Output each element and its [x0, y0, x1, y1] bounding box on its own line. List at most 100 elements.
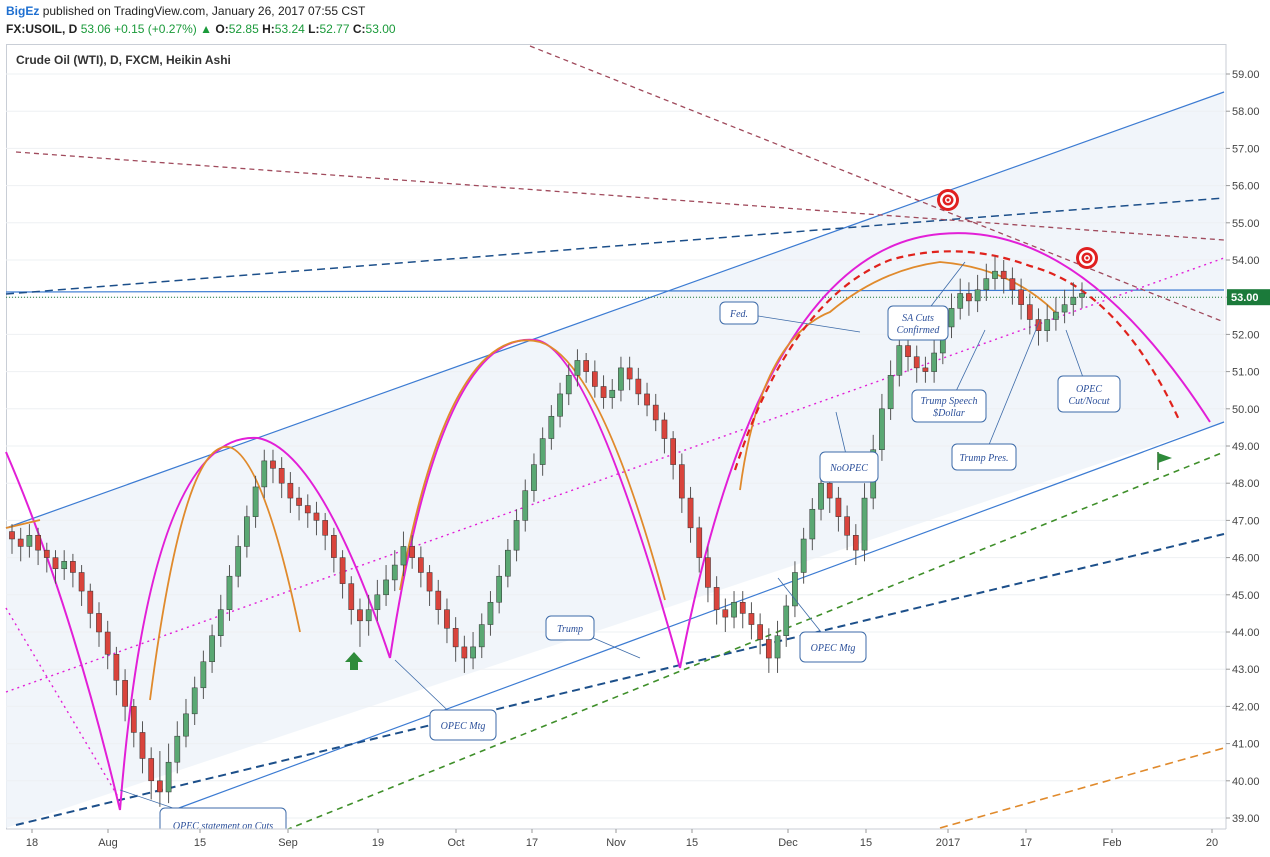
flag-icon [1157, 452, 1172, 470]
orange-lower-line [939, 747, 1225, 829]
candle-body [722, 609, 729, 618]
candle-body [122, 680, 128, 707]
candle-body [130, 706, 137, 733]
change-value: +0.15 (+0.27%) [114, 22, 197, 36]
magenta-arc-1 [5, 451, 121, 811]
candle-body [557, 393, 563, 417]
candle-body [487, 601, 494, 625]
last-price: 53.06 [80, 22, 111, 36]
magenta-steep-line [5, 607, 121, 801]
note-opec-cut-box [1057, 375, 1121, 413]
high-label: H: [262, 22, 275, 36]
candle-body [183, 713, 189, 737]
candle-body [652, 404, 659, 421]
candle-body [304, 505, 311, 514]
candle-body [235, 546, 242, 577]
candle-body [635, 378, 642, 395]
low-value: 52.77 [319, 22, 350, 36]
candle-body [470, 646, 476, 659]
candle-body [800, 538, 807, 573]
y-tick-label: 57.00 [1232, 143, 1260, 155]
note-trump-speech-text: Trump Speech [921, 396, 978, 407]
candle-body [565, 375, 572, 395]
magenta-arc-3 [389, 338, 681, 669]
x-tick-label: 2017 [936, 837, 960, 849]
x-tick-label: Oct [447, 837, 464, 849]
candle-body [496, 575, 503, 603]
note-noopec-text: NoOPEC [829, 463, 868, 474]
candle-body [600, 386, 607, 398]
author-name[interactable]: BigEz [6, 4, 40, 18]
y-tick-label: 55.00 [1232, 218, 1260, 230]
candle-body [1035, 319, 1042, 331]
candle-body [322, 520, 329, 536]
x-tick-label: 19 [372, 837, 384, 849]
orange-arc-2 [149, 445, 301, 701]
candle-body [922, 367, 929, 372]
candle-body [252, 486, 259, 517]
candle-body [992, 270, 998, 279]
candle-body [157, 780, 163, 793]
y-tick-label: 41.00 [1232, 739, 1260, 751]
x-tick-label: Sep [278, 837, 298, 849]
note-opec-mtg-1-text: OPEC Mtg [441, 721, 486, 732]
candle-body [887, 375, 894, 410]
y-tick-label: 56.00 [1232, 181, 1260, 193]
candle-body [905, 345, 911, 357]
candle-body [35, 535, 41, 551]
quote-line: FX:USOIL, D 53.06 +0.15 (+0.27%) ▲ O:52.… [6, 22, 396, 36]
candle-body [383, 579, 389, 596]
magenta-arc-2 [119, 436, 391, 811]
candle-body [96, 613, 102, 633]
candle-body [1044, 319, 1051, 331]
candle-body [1061, 304, 1068, 313]
candle-body [818, 482, 824, 510]
note-opec-cut-text: OPEC [1076, 384, 1102, 395]
candle-body [757, 624, 763, 640]
symbol-label: FX:USOIL, D [6, 22, 78, 36]
candle-body [9, 531, 15, 540]
candle-body [809, 508, 816, 540]
candle-body [409, 546, 416, 558]
candle-body [348, 583, 355, 610]
high-value: 53.24 [274, 22, 305, 36]
x-tick-label: 17 [526, 837, 538, 849]
candle-body [191, 687, 198, 715]
candle-body [913, 356, 920, 369]
candle-body [113, 654, 120, 681]
y-tick-label: 51.00 [1232, 367, 1260, 379]
last-price-label: 53.00 [1231, 292, 1259, 304]
x-axis-background [0, 829, 1270, 857]
publish-info: BigEz published on TradingView.com, Janu… [6, 4, 365, 18]
note-fed-box [719, 301, 759, 325]
y-tick-label: 39.00 [1232, 813, 1260, 825]
candle-body [591, 371, 598, 387]
series-title: Crude Oil (WTI), D, FXCM, Heikin Ashi [16, 53, 231, 67]
note-fed-pointer [738, 312, 861, 333]
candle-body [174, 735, 181, 763]
note-trump-speech-text: $Dollar [933, 408, 965, 419]
candle-body [774, 635, 781, 659]
x-tick-label: Feb [1103, 837, 1122, 849]
candle-body [705, 557, 711, 588]
candle-body [678, 464, 685, 499]
candle-body [200, 661, 207, 689]
y-tick-label: 54.00 [1232, 255, 1260, 267]
candle-body [574, 360, 581, 376]
close-value: 53.00 [365, 22, 396, 36]
candle-body [618, 367, 624, 391]
candle-body [748, 613, 755, 625]
candle-body [104, 631, 111, 655]
candle-body [261, 460, 268, 488]
candle-body [826, 482, 833, 499]
y-tick-label: 40.00 [1232, 776, 1260, 788]
candle-body [209, 635, 215, 663]
candle-body [418, 557, 424, 573]
note-opec-cut-text: Cut/Nocut [1068, 396, 1109, 407]
channel-upper-line [5, 91, 1225, 529]
orange-arc-3 [399, 339, 666, 601]
candle-body [896, 345, 903, 376]
candle-body [531, 464, 537, 491]
chart-header: BigEz published on TradingView.com, Janu… [0, 0, 1270, 40]
